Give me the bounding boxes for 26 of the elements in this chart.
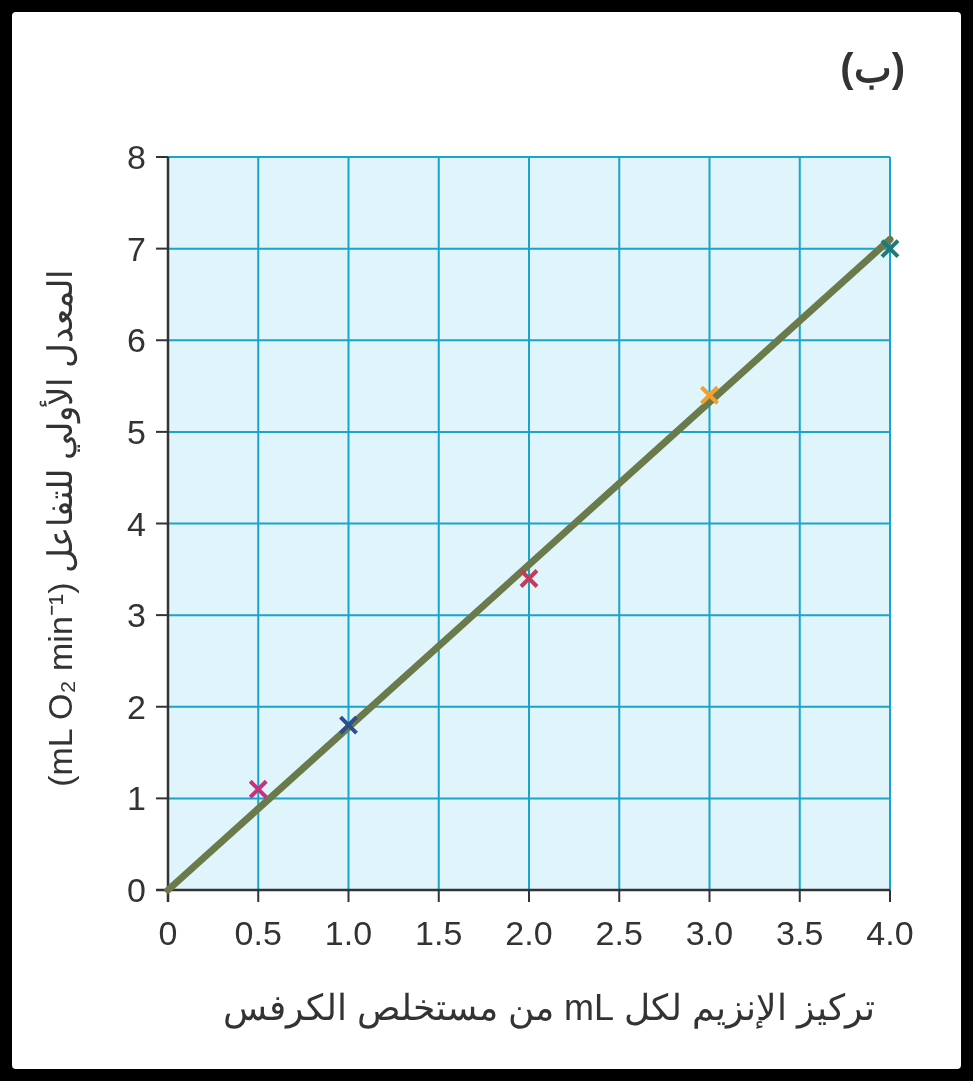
x-axis-title: تركيز الإنزيم لكل mL من مستخلص الكرفس <box>222 987 876 1029</box>
y-tick-label: 5 <box>127 412 146 451</box>
x-tick-label: 4.0 <box>866 914 914 952</box>
y-tick-label: 7 <box>127 229 146 268</box>
x-tick-label: 3.5 <box>776 914 824 952</box>
point <box>699 385 720 406</box>
x-tick-label: 2.5 <box>595 914 643 952</box>
chart-title: (ب) <box>840 46 905 90</box>
y-tick-label: 6 <box>127 321 146 360</box>
point <box>338 715 359 736</box>
point <box>880 238 900 259</box>
x-tick-label: 3.0 <box>685 914 734 952</box>
x-tick-label: 1.0 <box>324 914 373 952</box>
x-tick-label: 1.5 <box>415 914 463 952</box>
x-tick-label: 0.5 <box>234 914 282 952</box>
y-tick-label: 3 <box>127 596 146 635</box>
y-axis-title: المعدل الأولي للتفاعل (mL O₂ min⁻¹) <box>39 270 81 787</box>
point <box>519 568 539 589</box>
y-tick-label: 4 <box>127 504 146 543</box>
y-tick-label: 2 <box>127 687 146 726</box>
y-tick-label: 0 <box>127 871 146 909</box>
x-tick-label: 2.0 <box>505 914 553 952</box>
point <box>248 779 269 800</box>
y-tick-label: 1 <box>127 779 146 818</box>
x-tick-label: 0 <box>158 914 178 952</box>
y-tick-label: 8 <box>127 138 146 176</box>
